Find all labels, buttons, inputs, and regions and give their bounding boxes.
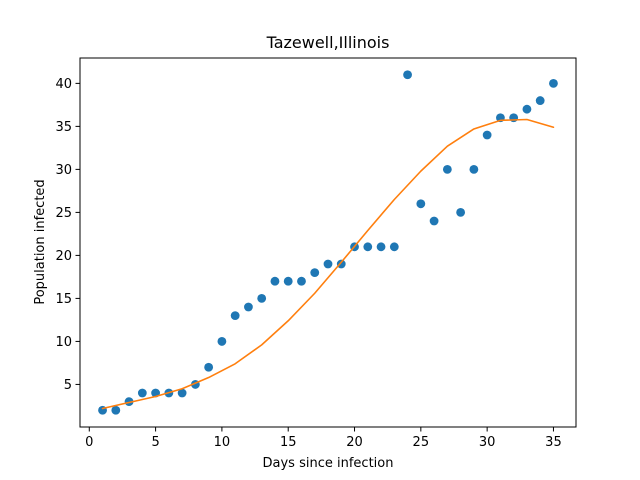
chart-title: Tazewell,Illinois xyxy=(266,33,390,52)
x-tick-label: 10 xyxy=(214,435,231,450)
y-tick-label: 15 xyxy=(55,292,72,307)
data-point xyxy=(270,276,280,286)
data-point xyxy=(376,242,386,252)
data-point xyxy=(137,388,147,398)
x-tick-label: 25 xyxy=(413,435,430,450)
plot-area xyxy=(98,70,558,415)
x-tick-label: 20 xyxy=(346,435,363,450)
x-tick-label: 0 xyxy=(85,435,93,450)
data-point xyxy=(297,276,306,286)
data-point xyxy=(124,397,134,407)
x-tick-label: 15 xyxy=(280,435,297,450)
data-point xyxy=(257,294,267,303)
x-tick-label: 5 xyxy=(151,435,159,450)
y-tick-label: 5 xyxy=(64,378,72,393)
data-point xyxy=(403,70,412,80)
data-point xyxy=(469,164,479,174)
data-point xyxy=(482,130,492,140)
data-point xyxy=(429,216,439,226)
data-point xyxy=(363,242,373,252)
data-point xyxy=(416,199,426,209)
data-point xyxy=(230,311,240,321)
y-tick-label: 40 xyxy=(55,77,72,92)
data-point xyxy=(310,268,320,277)
data-point xyxy=(509,113,519,123)
y-tick-label: 35 xyxy=(55,120,72,135)
data-point xyxy=(323,259,333,269)
data-point xyxy=(389,242,399,252)
data-point xyxy=(522,104,532,114)
y-tick-label: 30 xyxy=(55,163,72,178)
y-axis-label: Population infected xyxy=(33,179,48,304)
data-point xyxy=(336,259,346,269)
data-point xyxy=(111,405,121,415)
data-point xyxy=(283,276,293,286)
axes: 0 5 10 15 20 25 30 35 5 10 15 20 25 30 35 40 xyxy=(55,57,577,450)
data-point xyxy=(456,208,466,217)
x-tick-label: 35 xyxy=(545,435,562,450)
y-tick-label: 25 xyxy=(55,206,72,221)
data-point xyxy=(177,388,187,398)
data-point xyxy=(204,362,214,372)
data-point xyxy=(217,337,227,346)
x-axis-label: Days since infection xyxy=(263,456,394,471)
data-point xyxy=(442,164,452,174)
plot-frame xyxy=(79,57,577,428)
data-point xyxy=(535,96,545,105)
data-point xyxy=(244,302,253,312)
fit-line xyxy=(101,118,555,410)
y-tick-label: 10 xyxy=(55,335,72,350)
data-point xyxy=(549,78,558,88)
y-tick-label: 20 xyxy=(55,249,72,264)
x-tick-label: 30 xyxy=(479,435,496,450)
